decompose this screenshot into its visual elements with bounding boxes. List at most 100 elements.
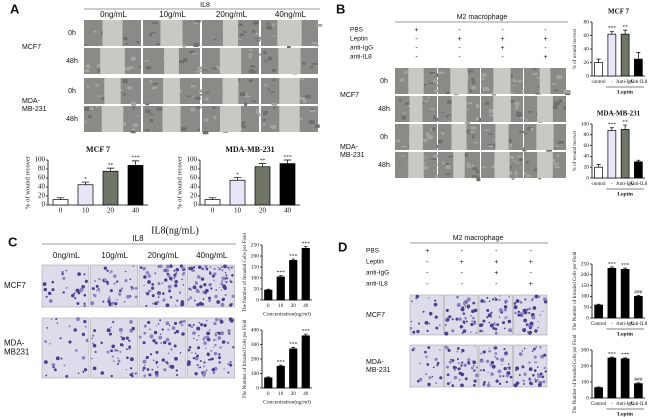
texture [238, 23, 243, 27]
cell [181, 278, 183, 281]
image-bg [138, 317, 187, 379]
texture [524, 172, 527, 175]
bar-chart: MCF 7 0 20 40 60 80 % of wound recover control *… [573, 8, 648, 96]
texture [509, 147, 512, 149]
cell [74, 349, 78, 352]
row-label: MCF7 [340, 92, 359, 99]
cell [536, 361, 538, 364]
cell [517, 313, 521, 317]
treatment-sign: + [500, 45, 504, 52]
wound-image [143, 106, 202, 132]
y-tick-label: 80 [584, 132, 590, 138]
cell [473, 364, 475, 367]
error-bar [303, 246, 308, 249]
texture [508, 172, 513, 175]
cell [505, 373, 510, 378]
cell [503, 308, 508, 312]
y-axis-title: % of wound recover [573, 28, 578, 69]
cell [112, 320, 115, 324]
cell [123, 301, 126, 303]
texture [196, 70, 203, 73]
cell [428, 376, 432, 380]
cell [201, 267, 204, 271]
texture [236, 78, 241, 82]
cell [113, 274, 117, 278]
significance-label: ** [622, 24, 628, 30]
y-tick-label: 40 [584, 154, 590, 160]
wound-gap [277, 20, 302, 46]
treatment-label: anti-IL8 [350, 54, 372, 61]
cell [157, 366, 159, 368]
cell [496, 323, 500, 327]
cell [498, 308, 503, 313]
cell [218, 353, 221, 356]
texture [249, 49, 253, 51]
cell [111, 355, 114, 358]
cell [173, 321, 178, 325]
cell [90, 301, 95, 306]
cell [118, 289, 122, 293]
error-bar [609, 31, 614, 35]
texture [256, 108, 260, 112]
y-tick-label: 200 [581, 363, 590, 369]
cell [179, 291, 181, 293]
cell [464, 316, 467, 320]
cell [129, 367, 133, 370]
cell [189, 288, 192, 291]
texture [180, 127, 187, 131]
cell [480, 352, 483, 355]
treatment-label: anti-IL8 [366, 281, 388, 288]
y-tick-label: 300 [581, 347, 590, 353]
cell [65, 269, 68, 272]
y-axis-title: The Number of Invaded Cells per Field [243, 233, 248, 312]
cell [534, 380, 537, 383]
cell [199, 285, 203, 289]
texture [442, 161, 446, 165]
wound-image [395, 124, 439, 150]
cell [200, 323, 204, 327]
texture [253, 37, 260, 39]
texture [152, 86, 157, 90]
error-bar [283, 159, 292, 164]
cell [492, 326, 495, 330]
wound-gap [219, 48, 242, 74]
significance-label: *** [621, 262, 630, 268]
cell [456, 295, 459, 299]
texture [195, 96, 201, 100]
cell [168, 342, 172, 346]
cell [161, 328, 164, 331]
cell [154, 301, 158, 306]
texture [271, 23, 275, 27]
bar [77, 184, 94, 206]
cell [231, 273, 234, 277]
texture [487, 143, 493, 145]
cell [451, 329, 455, 333]
x-tick-label: 0 [267, 392, 270, 397]
cell [212, 338, 216, 342]
texture [186, 95, 192, 98]
cell [110, 349, 113, 353]
cell [108, 295, 111, 298]
x-tick-label: 20 [291, 392, 297, 397]
texture [426, 135, 433, 140]
y-tick-label: 60 [584, 33, 590, 39]
cell [494, 327, 498, 331]
cell [427, 297, 430, 299]
texture [123, 36, 128, 41]
wound-gap [451, 96, 467, 122]
cell [200, 277, 205, 281]
cell [490, 311, 493, 314]
texture [298, 117, 303, 120]
bar [620, 358, 630, 399]
cell [483, 381, 486, 384]
x-tick-label: 20 [259, 207, 267, 215]
texture [191, 52, 197, 55]
cell [541, 310, 544, 313]
cell [528, 367, 533, 371]
cell [544, 370, 548, 373]
cell [143, 374, 147, 378]
cell [497, 369, 502, 374]
error-bar [636, 52, 641, 60]
texture [202, 130, 209, 135]
cell [482, 383, 486, 386]
